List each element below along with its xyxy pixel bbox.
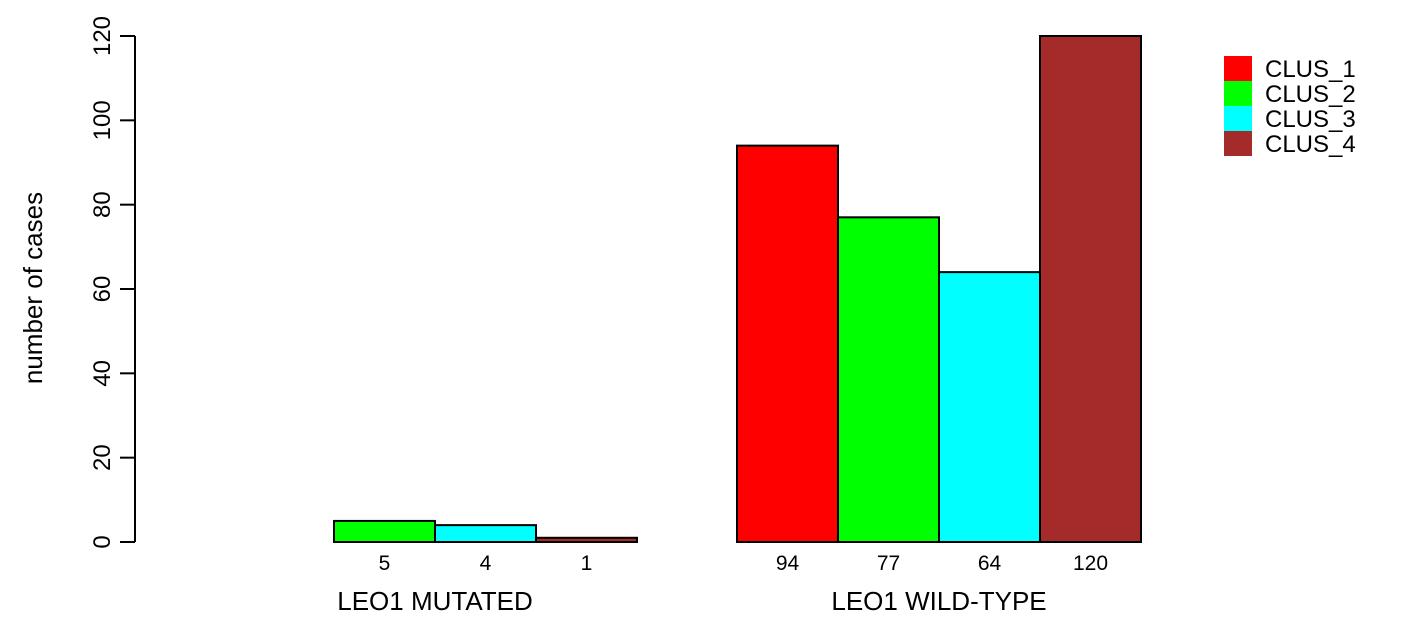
bar-clus2-group1 [333, 519, 436, 544]
bar-clus4-group2 [1039, 35, 1142, 543]
legend-swatch [1224, 81, 1252, 106]
bar-value-label: 94 [776, 552, 800, 575]
legend-label: CLUS_4 [1265, 131, 1356, 158]
y-tick-label: 40 [89, 360, 116, 387]
group-labels: LEO1 MUTATED LEO1 WILD-TYPE [337, 586, 1046, 616]
bar-labels: 5 4 1 94 77 64 120 [379, 552, 1108, 575]
group-label: LEO1 MUTATED [337, 586, 533, 616]
legend-label: CLUS_3 [1265, 106, 1356, 133]
y-tick-label: 60 [89, 276, 116, 303]
bar-value-label: 4 [480, 552, 492, 575]
legend-label: CLUS_2 [1265, 81, 1356, 108]
legend-swatch [1224, 56, 1252, 81]
y-axis-title: number of cases [18, 192, 48, 384]
bar-clus4-group1 [535, 536, 638, 543]
bar-clus2-group2 [837, 216, 940, 543]
bar-clus1-group2 [736, 144, 839, 543]
bars [333, 35, 1142, 544]
bar-clus3-group1 [434, 524, 537, 544]
bar-clus3-group2 [938, 271, 1041, 543]
bar-value-label: 120 [1073, 552, 1108, 575]
y-tick-label: 20 [89, 444, 116, 471]
legend-label: CLUS_1 [1265, 56, 1356, 83]
y-tick-label: 80 [89, 191, 116, 218]
group-label: LEO1 WILD-TYPE [831, 586, 1046, 616]
y-axis: 0 20 40 60 80 100 120 [89, 16, 136, 549]
legend-swatch [1224, 106, 1252, 131]
bar-value-label: 1 [581, 552, 593, 575]
legend-swatch [1224, 131, 1252, 156]
bar-value-label: 64 [978, 552, 1002, 575]
bar-value-label: 77 [877, 552, 900, 575]
bar-value-label: 5 [379, 552, 391, 575]
y-tick-label: 0 [89, 535, 116, 548]
y-tick-label: 120 [89, 16, 116, 56]
y-tick-label: 100 [89, 100, 116, 140]
